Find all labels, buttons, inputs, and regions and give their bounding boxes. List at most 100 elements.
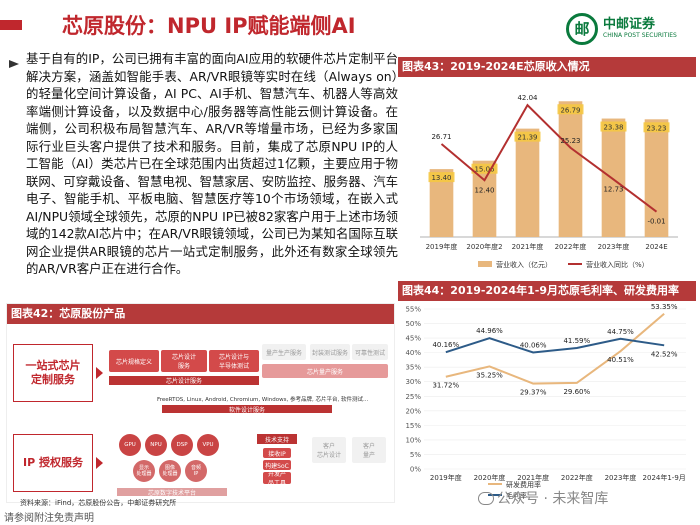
design-box: 芯片设计 服务 (161, 350, 207, 372)
mass-service-label: 芯片量产服务 (262, 364, 388, 378)
bar-value-label: 13.40 (431, 174, 451, 182)
bar-value-label: 23.38 (603, 124, 623, 132)
line-value-label: 41.59% (563, 337, 590, 345)
x-tick-label: 2024E (645, 243, 667, 251)
bar-label-bg (471, 163, 498, 174)
line-value-label: 35.25% (476, 371, 503, 379)
line-value-label: 44.96% (476, 327, 503, 335)
image-circle: 图像 处理器 (159, 460, 181, 482)
package-box: 封装测试服务 (310, 344, 350, 360)
platform-bottom: 芯原数字技术平台 (117, 488, 227, 497)
source-note: 资料来源：iFind，芯原股份公告，中邮证券研究所 (20, 499, 177, 507)
software-label: 软件设计服务 (162, 405, 332, 414)
y-tick-label: 5% (410, 451, 421, 459)
bar-value-label: 15.06 (474, 166, 495, 174)
y-tick-label: 20% (405, 407, 421, 415)
y-tick-label: 50% (405, 320, 421, 328)
bar-label-bg (643, 122, 670, 133)
x-tick-label: 2024年1-9月 (643, 473, 686, 482)
line-value-label: 40.51% (607, 356, 634, 364)
y-tick-label: 55% (405, 306, 421, 314)
bar-value-label: 23.23 (646, 124, 666, 132)
y-tick-label: 45% (405, 335, 421, 343)
npu-circle: NPU (145, 434, 167, 456)
dev-tools-box: 开发产 品工具 (263, 471, 291, 487)
wechat-icon (478, 492, 494, 505)
line-value-label: 25.23 (560, 137, 580, 145)
revenue-bar (429, 169, 454, 237)
x-tick-label: 2021年度 (517, 473, 549, 482)
revenue-bar (472, 160, 497, 237)
y-tick-label: 25% (405, 393, 421, 401)
audio-circle: 音频 IP (185, 460, 207, 482)
mass-prod-box: 量产生产服务 (262, 344, 306, 360)
margin-chart: 0% 5% 10% 15% 20% 25% 30% 35% 40% 45% 50% 55% 2019年度… (405, 303, 686, 500)
x-tick-label: 2019年度 (426, 242, 458, 251)
receive-ip-box: 接收IP (263, 448, 291, 458)
label-custom-service: 一站式芯片 定制服务 (13, 344, 93, 402)
x-tick-label: 2022年度 (561, 473, 593, 482)
bar-value-label: 26.79 (560, 106, 580, 114)
legend-bar-swatch (478, 261, 492, 267)
logo-cn-text: 中邮证券 (603, 17, 656, 32)
y-tick-label: 15% (405, 422, 421, 430)
label-ip-license: IP 授权服务 (13, 434, 93, 492)
revenue-bar (601, 118, 626, 237)
y-tick-label: 10% (405, 436, 421, 444)
customer-mass-box: 客户 量产 (352, 437, 386, 463)
x-tick-label: 2019年度 (430, 473, 462, 482)
reliability-box: 可靠性测试 (352, 344, 388, 360)
title-bar: 芯原股份：NPU IP赋能端侧AI 邮 中邮证券 CHINA POST SECU… (0, 0, 700, 46)
display-circle: 显示 处理器 (133, 460, 155, 482)
page-title: 芯原股份：NPU IP赋能端侧AI (62, 14, 356, 38)
software-list: FreeRTOS, Linux, Android, Chromium, Wind… (157, 397, 369, 403)
watermark: 公众号 · 未来智库 (478, 488, 608, 508)
line-value-label: 40.06% (520, 341, 547, 349)
dsp-circle: DSP (171, 434, 193, 456)
x-tick-label: 2020年度2 (466, 242, 502, 251)
fig43-panel: 图表43：2019-2024E芯原收入情况 13.40 2019年度 15.06 20… (398, 57, 696, 275)
legend-bar-label: 营业收入（亿元） (496, 260, 552, 269)
line-value-label: 44.75% (607, 328, 634, 336)
bar-label-bg (514, 131, 541, 142)
arrow-icon (96, 457, 103, 469)
x-tick-label: 2021年度 (512, 242, 544, 251)
fig44-panel: 图表44：2019-2024年1-9月芯原毛利率、研发费用率 0% 5% 10% 15… (398, 281, 696, 511)
y-tick-label: 30% (405, 378, 421, 386)
revenue-bar (515, 128, 540, 237)
fig42-header: 图表42：芯原股份产品 (7, 304, 394, 324)
rd-ratio-line (445, 313, 665, 385)
line-value-label: 40.16% (432, 341, 459, 349)
bar-label-bg (600, 121, 627, 132)
line-value-label: 53.35% (651, 303, 678, 311)
title-accent (0, 20, 22, 30)
legend-line-label: 营业收入同比（%） (586, 260, 649, 269)
line-value-label: 12.40 (474, 186, 494, 194)
gpu-circle: GPU (119, 434, 141, 456)
tech-support-label: 技术支持 (257, 434, 297, 444)
company-logo: 邮 中邮证券 CHINA POST SECURITIES (566, 13, 696, 49)
x-tick-label: 2022年度 (555, 242, 587, 251)
arrow-icon (96, 367, 103, 379)
bar-label-bg (557, 104, 584, 115)
fig44-header: 图表44：2019-2024年1-9月芯原毛利率、研发费用率 (398, 281, 696, 301)
logo-icon: 邮 (566, 13, 598, 45)
fig43-header: 图表43：2019-2024E芯原收入情况 (398, 57, 696, 77)
bar-value-label: 21.39 (517, 134, 537, 142)
disclaimer: 请参阅附注免责声明 (4, 513, 94, 524)
revenue-chart: 13.40 2019年度 15.06 2020年度2 21.39 2021年度 26.79 2… (420, 94, 678, 269)
line-value-label: 31.72% (432, 382, 459, 390)
customer-design-box: 客户 芯片设计 (312, 437, 346, 463)
line-value-label: 42.04 (517, 94, 538, 102)
fig42-panel: 图表42：芯原股份产品 一站式芯片 定制服务 IP 授权服务 芯片规格定义 芯片… (6, 303, 395, 503)
design-test-box: 芯片设计与 半导体测试 (209, 350, 259, 372)
spec-box: 芯片规格定义 (109, 350, 159, 372)
y-tick-label: 35% (405, 364, 421, 372)
line-value-label: 42.52% (651, 350, 678, 358)
x-tick-label: 2020年度 (474, 473, 506, 482)
bullet-icon (9, 60, 19, 68)
line-value-label: 29.60% (563, 388, 590, 396)
platform-label: 芯片设计服务 (109, 376, 259, 385)
line-value-label: 26.71 (431, 133, 451, 141)
watermark-text: 公众号 · 未来智库 (497, 491, 609, 507)
